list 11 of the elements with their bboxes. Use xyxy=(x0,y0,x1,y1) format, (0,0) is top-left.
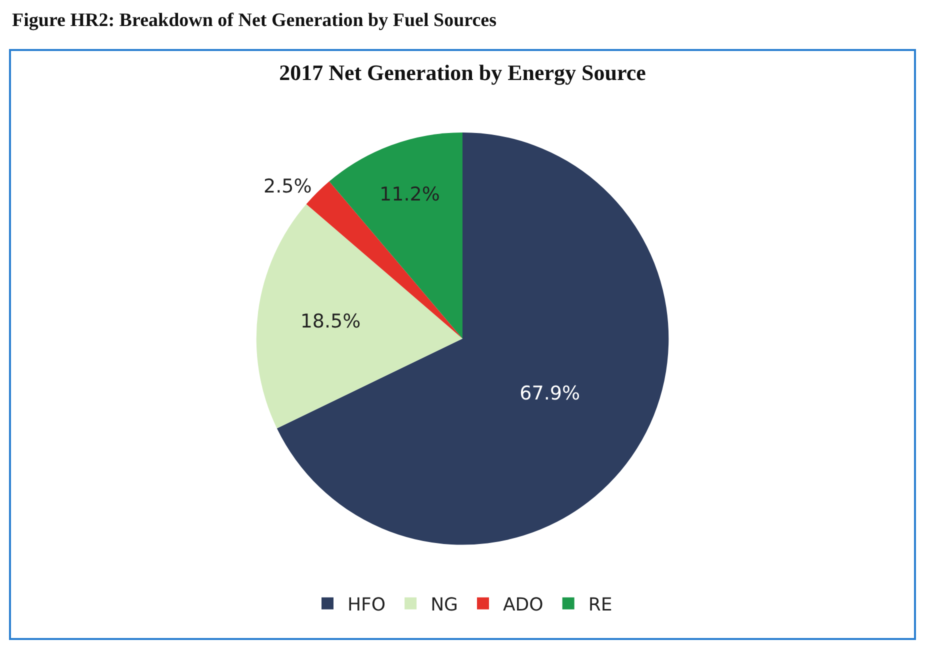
data-label: 11.2% xyxy=(380,184,440,206)
legend-label: RE xyxy=(588,594,612,616)
pie-slice xyxy=(256,204,462,428)
legend-label: HFO xyxy=(348,594,386,616)
data-label: 2.5% xyxy=(264,176,312,198)
legend-label: NG xyxy=(430,594,458,616)
legend-label: ADO xyxy=(502,594,544,616)
chart-title: 2017 Net Generation by Energy Source xyxy=(279,60,646,86)
data-label: 18.5% xyxy=(300,310,361,332)
text: Figure HR2: Breakdown of Net Generation by Fuel Sources xyxy=(12,10,496,31)
data-label: 67.9% xyxy=(520,382,580,404)
